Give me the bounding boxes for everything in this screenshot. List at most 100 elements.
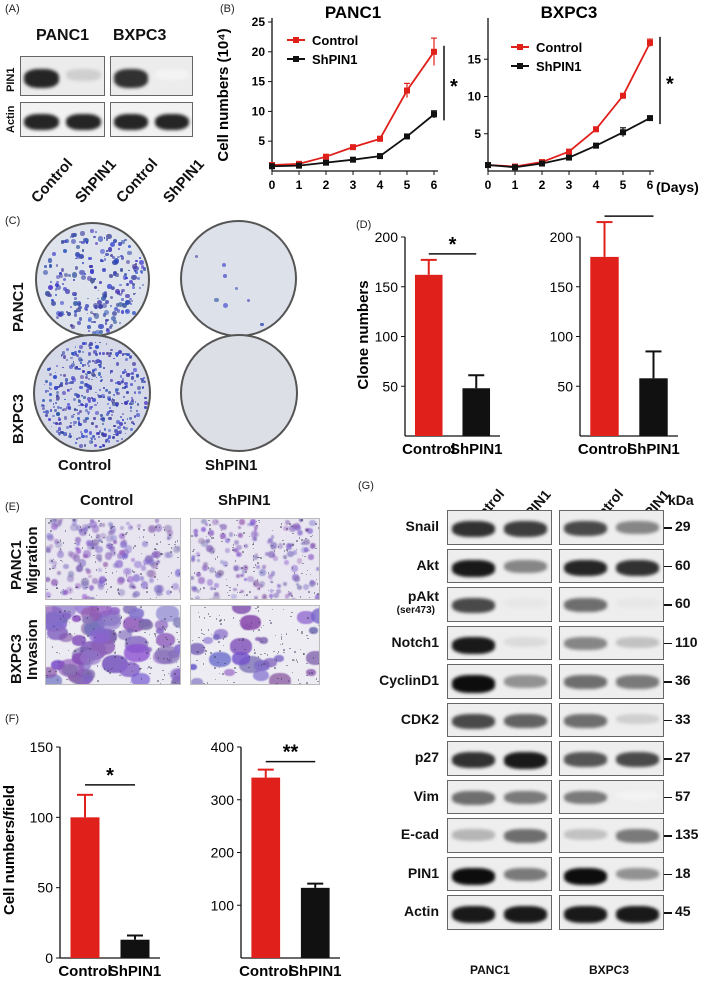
data-point <box>566 154 572 161</box>
pore-dot <box>301 572 303 575</box>
blot-band <box>564 559 608 577</box>
wb-blot-panc1 <box>447 779 552 814</box>
cell-blob <box>129 607 145 619</box>
pore-dot <box>56 628 58 631</box>
colony-dot <box>135 271 138 275</box>
pore-dot <box>272 589 275 591</box>
colony-dot <box>62 282 65 286</box>
pore-dot <box>92 547 94 549</box>
colony-dot <box>75 266 79 270</box>
colony-dot <box>116 381 120 385</box>
colony-dot <box>48 366 52 370</box>
cell-blob <box>287 591 292 596</box>
colony-dot <box>128 417 133 421</box>
cell-blob <box>201 519 208 525</box>
cell-blob <box>109 550 116 556</box>
cell-blob <box>114 559 123 568</box>
wb-blot-bxpc3 <box>559 856 664 891</box>
pore-dot <box>170 591 172 593</box>
cell-blob <box>253 537 258 541</box>
colony-dot <box>117 380 122 385</box>
pore-dot <box>257 656 260 658</box>
blot-band <box>564 713 608 728</box>
pore-dot <box>269 619 271 622</box>
colony-dot <box>80 403 83 406</box>
pore-dot <box>157 560 160 563</box>
colony-dot <box>94 230 97 233</box>
pore-dot <box>115 570 118 573</box>
wb-blot-bxpc3 <box>559 895 664 930</box>
colony-dot <box>124 382 128 386</box>
colony-dot <box>194 255 199 259</box>
colony-dot <box>81 240 85 245</box>
colony-dot <box>43 405 46 408</box>
colony-dot <box>105 389 109 393</box>
colony-dot <box>58 273 63 278</box>
cell-blob <box>89 606 112 618</box>
colony-dot <box>104 309 109 315</box>
colony-dot <box>80 430 83 433</box>
pore-dot <box>270 665 273 668</box>
cell-blob <box>77 559 86 567</box>
panel-e-row-migration: Migration <box>24 526 41 595</box>
colony-dot <box>63 313 66 316</box>
pore-dot <box>62 588 65 591</box>
cell-blob <box>237 525 241 530</box>
colony-dot <box>67 434 72 438</box>
cell-blob <box>291 524 297 530</box>
bar-control <box>251 777 281 958</box>
cell-blob <box>287 551 294 558</box>
colony-dot <box>73 408 76 411</box>
colony-dot <box>108 325 113 329</box>
pore-dot <box>203 682 205 684</box>
cell-blob <box>97 567 102 572</box>
cell-blob <box>125 545 133 553</box>
colony-dot <box>86 396 91 401</box>
cell-blob <box>113 563 119 569</box>
colony-dot <box>123 368 127 371</box>
colony-dot <box>55 274 60 280</box>
colony-dot <box>95 353 98 356</box>
colony-dot <box>63 432 67 436</box>
cell-blob <box>269 542 277 550</box>
pore-dot <box>113 629 115 632</box>
panel-e: (E) Control ShPIN1 PANC1 Migration BXPC3… <box>0 490 355 685</box>
pore-dot <box>118 593 121 595</box>
cell-blob <box>242 565 249 572</box>
pore-dot <box>222 532 224 535</box>
cell-blob <box>82 674 93 683</box>
colony-dot <box>76 408 79 412</box>
cell-blob <box>232 652 250 665</box>
pore-dot <box>258 519 260 522</box>
colony-dot <box>76 307 82 313</box>
colony-dot <box>74 353 77 355</box>
blot-band <box>615 636 659 648</box>
colony-plate-panc1-shpin1 <box>180 220 297 337</box>
cell-blob <box>50 659 66 671</box>
pore-dot <box>277 677 279 680</box>
category-label: ShPIN1 <box>289 963 342 980</box>
colony-dot <box>99 445 103 449</box>
colony-dot <box>56 316 59 319</box>
pore-dot <box>277 651 280 653</box>
colony-dot <box>107 247 113 252</box>
bar-shpin1 <box>462 388 491 436</box>
blot-band <box>503 906 547 924</box>
bar-shpin1 <box>300 887 330 958</box>
panel-a-title-panc1: PANC1 <box>36 27 90 44</box>
cell-blob <box>192 554 196 558</box>
colony-dot <box>42 270 48 276</box>
pore-dot <box>164 629 167 631</box>
pore-dot <box>105 583 108 585</box>
colony-dot <box>87 352 92 356</box>
colony-dot <box>93 350 97 354</box>
pore-dot <box>270 622 272 624</box>
colony-dot <box>61 351 66 355</box>
pore-dot <box>103 619 106 622</box>
pore-dot <box>48 595 50 598</box>
colony-dot <box>99 388 102 391</box>
pore-dot <box>225 564 227 567</box>
pore-dot <box>253 649 256 651</box>
pore-dot <box>220 529 223 532</box>
wb-blot-panc1 <box>447 587 552 622</box>
